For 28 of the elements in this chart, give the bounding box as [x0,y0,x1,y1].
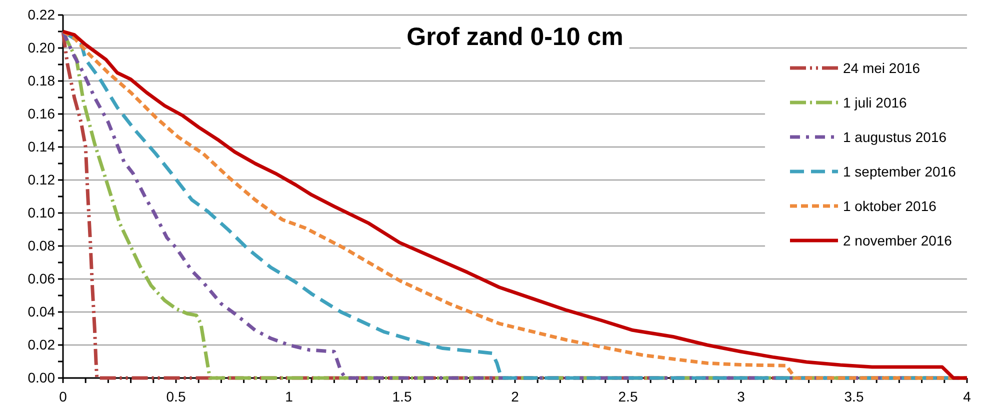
x-tick-label: 2 [511,388,520,404]
x-tick-label: 3.5 [844,388,864,404]
x-tick-label: 1 [285,388,294,404]
y-tick-label: 0.14 [28,138,56,154]
y-tick-label: 0.08 [28,237,56,254]
y-tick-label: 0.06 [28,270,56,286]
y-tick-label: 0.20 [28,39,56,56]
y-tick-label: 0.12 [28,171,56,188]
legend-label: 2 november 2016 [843,232,952,248]
x-tick-label: 0 [59,388,68,404]
y-tick-label: 0.16 [28,105,56,122]
x-tick-label: 2.5 [618,388,638,404]
x-tick-label: 3 [737,388,746,404]
y-tick-label: 0.22 [28,6,56,22]
y-tick-label: 0.00 [28,369,56,386]
y-tick-label: 0.18 [28,72,56,88]
legend-label: 24 mei 2016 [843,60,920,76]
y-tick-label: 0.02 [28,336,56,352]
legend-label: 1 juli 2016 [843,94,908,110]
legend-label: 1 september 2016 [843,164,956,180]
x-tick-label: 1.5 [392,388,412,404]
chart-title: Grof zand 0-10 cm [406,23,624,51]
legend-label: 1 augustus 2016 [843,129,947,145]
x-tick-label: 0.5 [166,388,186,404]
x-tick-label: 4 [963,388,972,404]
legend-label: 1 oktober 2016 [843,198,937,214]
y-tick-label: 0.04 [28,303,56,320]
y-tick-label: 0.10 [28,204,56,220]
